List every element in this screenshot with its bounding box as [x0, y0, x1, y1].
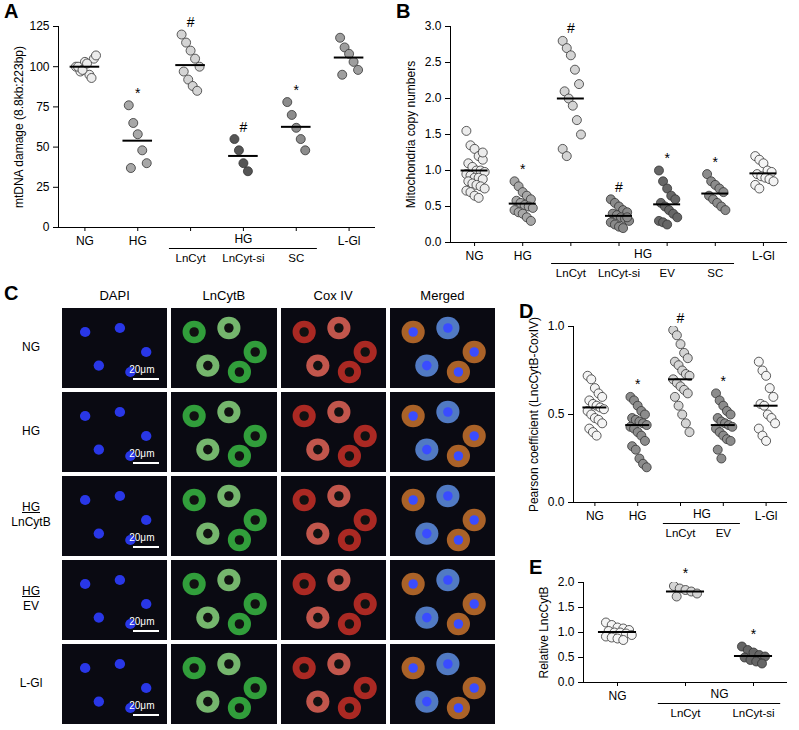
html-text:20μm: 20μm — [129, 700, 155, 711]
svg-text:0.5: 0.5 — [548, 407, 565, 421]
svg-text:LnCyt-si: LnCyt-si — [732, 707, 774, 719]
html-text:NG: NG — [22, 340, 40, 354]
svg-text:NG: NG — [609, 689, 627, 703]
html-text:A: A — [4, 0, 19, 22]
html-text:Merged: Merged — [420, 288, 465, 303]
svg-text:LnCyt-si: LnCyt-si — [222, 252, 264, 264]
svg-text:HG: HG — [693, 507, 711, 521]
html-text:D: D — [519, 300, 534, 322]
svg-text:NG: NG — [711, 687, 729, 701]
html-text:B: B — [396, 0, 411, 22]
svg-text:0.5: 0.5 — [425, 199, 442, 213]
svg-text:#: # — [240, 119, 248, 135]
svg-text:0.5: 0.5 — [558, 650, 575, 664]
html-text:LnCytB: LnCytB — [202, 288, 246, 303]
svg-text:3.0: 3.0 — [425, 19, 442, 33]
svg-text:LnCyt-si: LnCyt-si — [598, 267, 640, 279]
svg-text:HG: HG — [634, 247, 652, 261]
html-text:20μm: 20μm — [129, 448, 155, 459]
svg-text:NG: NG — [76, 234, 94, 248]
svg-text:*: * — [294, 82, 300, 98]
html-text:EV: EV — [23, 599, 39, 613]
svg-text:2.0: 2.0 — [558, 575, 575, 589]
svg-text:L-Gl: L-Gl — [752, 249, 775, 263]
svg-text:1.0: 1.0 — [425, 163, 442, 177]
html-text:LnCytB: LnCytB — [11, 515, 51, 529]
svg-text:#: # — [615, 179, 623, 195]
svg-text:EV: EV — [659, 267, 675, 279]
svg-text:L-Gl: L-Gl — [755, 509, 778, 523]
svg-text:2.5: 2.5 — [425, 55, 442, 69]
svg-text:0.0: 0.0 — [425, 235, 442, 249]
svg-text:*: * — [713, 154, 719, 170]
svg-text:L-Gl: L-Gl — [338, 234, 361, 248]
svg-text:50: 50 — [36, 140, 50, 154]
svg-text:*: * — [520, 161, 526, 177]
svg-text:mtDNA damage (8.8kb:223bp): mtDNA damage (8.8kb:223bp) — [12, 46, 26, 208]
svg-text:Pearson coefficient (LncCytB-C: Pearson coefficient (LncCytB-CoxIV) — [527, 317, 541, 512]
svg-text:HG: HG — [629, 509, 647, 523]
svg-text:*: * — [751, 626, 757, 642]
svg-text:0.0: 0.0 — [558, 675, 575, 689]
html-text:Cox IV: Cox IV — [313, 288, 353, 303]
svg-text:100: 100 — [29, 60, 49, 74]
svg-text:NG: NG — [466, 249, 484, 263]
svg-text:1.0: 1.0 — [548, 319, 565, 333]
svg-text:NG: NG — [586, 509, 604, 523]
svg-text:LnCyt: LnCyt — [670, 707, 701, 719]
html-text:C: C — [4, 282, 19, 304]
svg-text:Mitochondria copy numbers: Mitochondria copy numbers — [404, 61, 418, 208]
svg-text:*: * — [135, 85, 141, 101]
svg-text:75: 75 — [36, 100, 50, 114]
svg-text:25: 25 — [36, 180, 50, 194]
svg-text:*: * — [721, 373, 727, 389]
svg-text:HG: HG — [234, 232, 252, 246]
svg-text:LnCyt: LnCyt — [556, 267, 587, 279]
html-text:HG: HG — [22, 424, 40, 438]
svg-text:1.0: 1.0 — [558, 625, 575, 639]
svg-text:0.0: 0.0 — [548, 495, 565, 509]
svg-text:SC: SC — [288, 252, 304, 264]
html-text:HG: HG — [22, 584, 40, 598]
svg-text:1.5: 1.5 — [558, 600, 575, 614]
svg-text:125: 125 — [29, 19, 49, 33]
svg-text:#: # — [567, 20, 575, 36]
svg-text:HG: HG — [129, 234, 147, 248]
svg-text:HG: HG — [514, 249, 532, 263]
svg-text:0: 0 — [43, 220, 50, 234]
html-text:20μm: 20μm — [129, 364, 155, 375]
svg-text:*: * — [635, 376, 641, 392]
html-text:E: E — [529, 556, 543, 578]
svg-text:1.5: 1.5 — [425, 127, 442, 141]
svg-text:*: * — [683, 565, 689, 581]
html-text:L-Gl: L-Gl — [19, 676, 43, 690]
svg-text:#: # — [187, 14, 195, 30]
svg-text:2.0: 2.0 — [425, 91, 442, 105]
svg-text:*: * — [664, 150, 670, 166]
svg-text:LnCyt: LnCyt — [665, 527, 696, 539]
html-text:20μm: 20μm — [129, 616, 155, 627]
svg-text:LnCyt: LnCyt — [176, 252, 207, 264]
svg-text:SC: SC — [707, 267, 723, 279]
svg-text:#: # — [677, 310, 685, 326]
html-text:20μm: 20μm — [129, 532, 155, 543]
html-text:DAPI: DAPI — [99, 288, 130, 303]
html-text:HG: HG — [22, 500, 40, 514]
svg-text:EV: EV — [716, 527, 732, 539]
svg-text:Relative LncCytB: Relative LncCytB — [537, 586, 551, 678]
